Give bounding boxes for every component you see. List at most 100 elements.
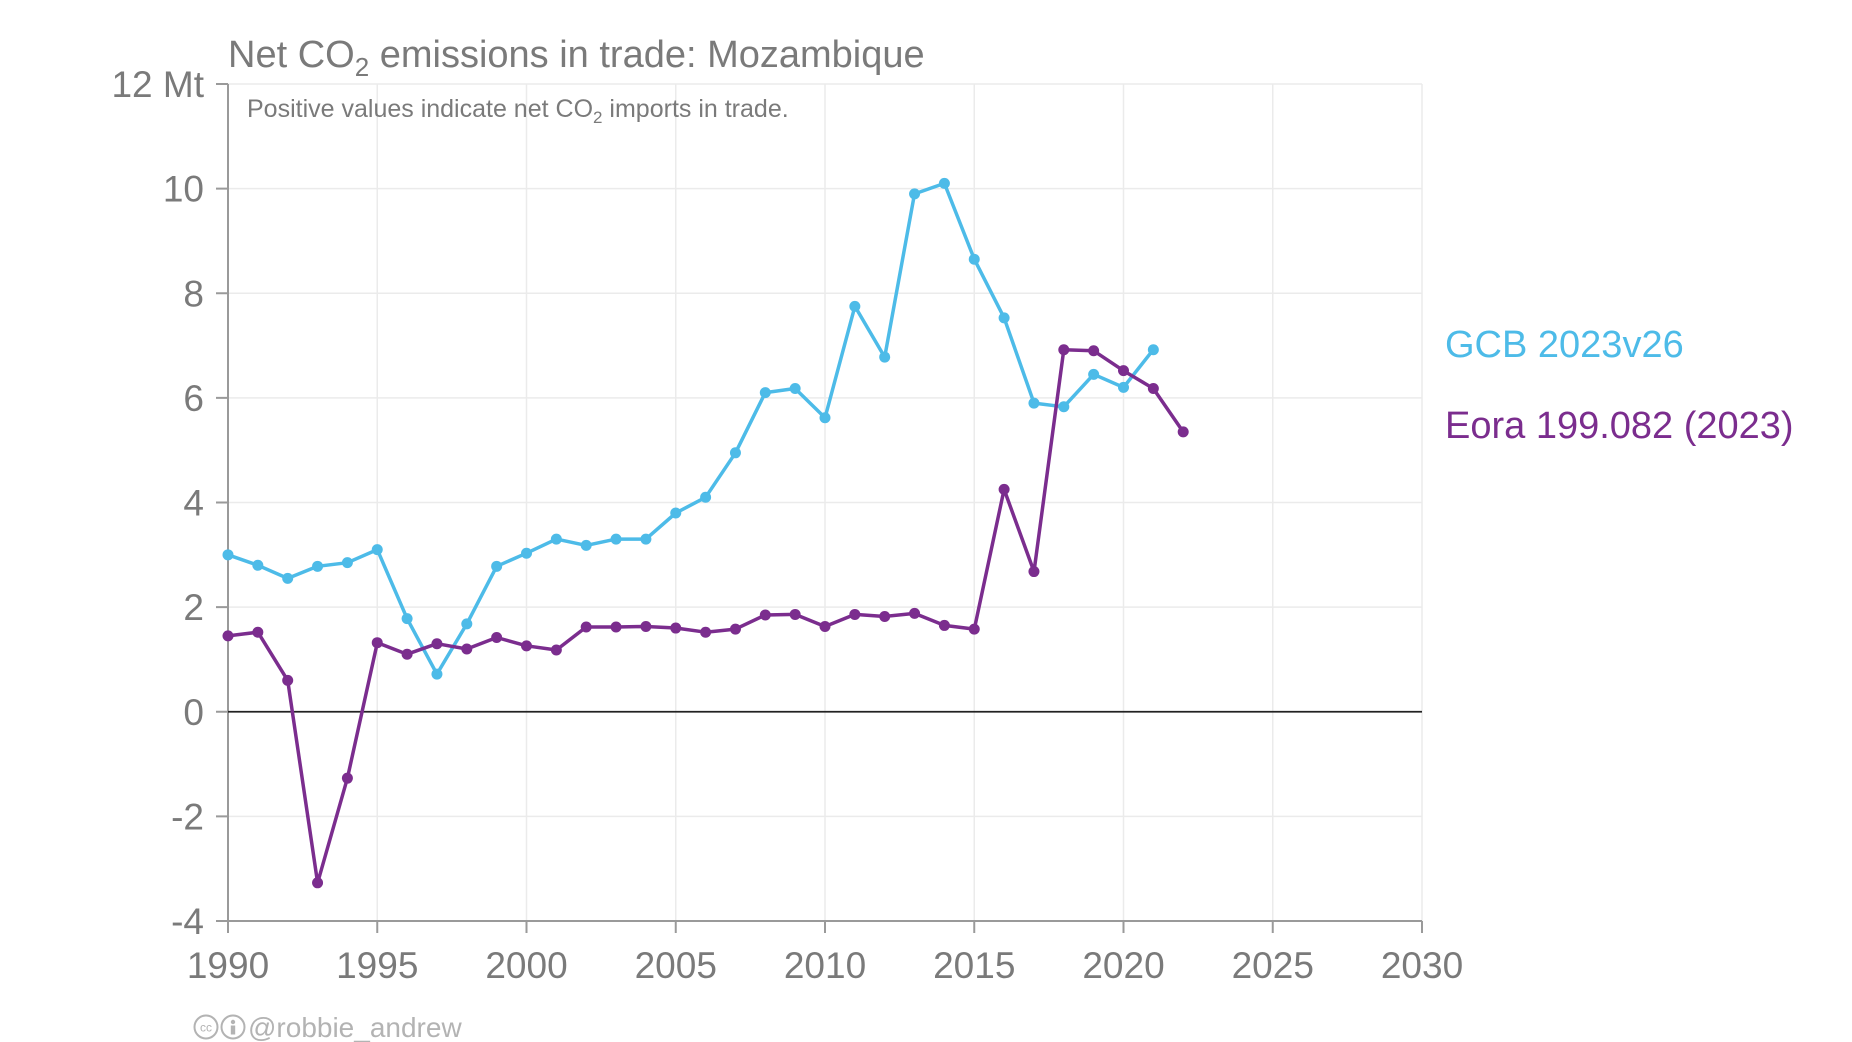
data-point-series-1	[1177, 426, 1189, 438]
data-point-series-0	[998, 312, 1010, 324]
x-tick-label: 2005	[635, 945, 717, 986]
y-tick-label: -2	[171, 796, 204, 837]
data-point-series-1	[819, 620, 831, 632]
data-point-series-1	[521, 640, 532, 652]
x-tick-label: 2015	[933, 945, 1015, 986]
data-point-series-1	[1058, 344, 1070, 356]
series-line-0	[226, 181, 1156, 676]
data-point-series-0	[1118, 381, 1129, 393]
chart-subtitle-rest: imports in trade.	[602, 95, 788, 123]
legend-entry-0: GCB 2023v26	[1445, 324, 1684, 366]
data-point-series-0	[759, 387, 771, 399]
data-point-series-1	[909, 607, 921, 619]
y-tick-label: 8	[183, 273, 204, 314]
data-point-series-1	[759, 609, 771, 621]
data-point-series-0	[729, 447, 741, 459]
axis-layer: -4 -2 0 2 4 6 8 10 12 Mt 1990 1995 2000 2005 2010 2015…	[111, 64, 1463, 986]
data-point-series-0	[789, 382, 801, 394]
x-tick-label: 2025	[1232, 945, 1314, 986]
data-point-series-0	[610, 533, 622, 545]
x-tick-label: 2010	[784, 945, 866, 986]
data-point-series-1	[1118, 365, 1129, 377]
data-point-series-1	[729, 623, 741, 635]
data-point-series-1	[879, 611, 891, 623]
data-point-series-0	[968, 253, 980, 265]
chart-subtitle-subscript: 2	[593, 108, 602, 127]
data-point-series-0	[879, 351, 891, 363]
data-point-series-0	[640, 533, 652, 545]
data-point-series-0	[312, 560, 324, 572]
grid-layer	[228, 83, 1423, 922]
data-point-series-0	[252, 559, 264, 571]
data-point-series-0	[371, 544, 383, 556]
data-point-series-0	[1147, 344, 1159, 356]
data-point-series-1	[580, 621, 592, 633]
data-point-series-1	[312, 877, 324, 889]
data-point-series-0	[819, 412, 831, 424]
series-layer	[222, 177, 1189, 889]
data-point-series-1	[282, 674, 294, 686]
data-point-series-0	[1058, 401, 1070, 413]
x-tick-label: 1990	[187, 945, 269, 986]
y-tick-label: 12 Mt	[111, 64, 204, 105]
data-point-series-1	[789, 608, 801, 620]
data-point-series-1	[1028, 566, 1040, 578]
data-point-series-1	[998, 483, 1010, 495]
legend-entry-1: Eora 199.082 (2023)	[1445, 405, 1794, 447]
data-point-series-1	[1147, 382, 1159, 394]
data-point-series-1	[849, 608, 861, 620]
data-point-series-1	[550, 644, 562, 656]
x-tick-label: 2030	[1381, 945, 1463, 986]
creative-commons-icon: cc	[193, 1014, 219, 1040]
y-tick-label: 10	[163, 169, 204, 210]
data-point-series-0	[222, 549, 234, 561]
data-point-series-0	[491, 560, 503, 572]
data-point-series-1	[968, 623, 980, 635]
data-point-series-1	[252, 626, 264, 638]
data-point-series-1	[401, 648, 413, 660]
data-point-series-0	[849, 300, 861, 312]
chart-title: Net CO2 emissions in trade: Mozambique	[228, 34, 925, 82]
credit-handle: @robbie_andrew	[248, 1012, 462, 1042]
data-point-series-0	[700, 491, 712, 503]
data-point-series-0	[909, 188, 921, 200]
data-point-series-1	[938, 619, 950, 631]
y-tick-label: -4	[171, 901, 204, 942]
data-point-series-0	[938, 177, 950, 189]
x-tick-label: 2020	[1082, 945, 1164, 986]
data-point-series-1	[491, 631, 503, 643]
data-point-series-0	[580, 539, 592, 551]
series-line-1	[226, 347, 1185, 885]
legend: GCB 2023v26 Eora 199.082 (2023)	[1445, 324, 1794, 447]
data-point-series-1	[431, 638, 443, 650]
y-tick-label: 0	[183, 692, 204, 733]
data-point-series-0	[550, 533, 562, 545]
chart-title-subscript: 2	[355, 52, 369, 82]
data-point-series-1	[700, 626, 712, 638]
y-tick-label: 4	[183, 483, 204, 524]
data-point-series-1	[640, 620, 652, 632]
data-point-series-1	[461, 643, 473, 655]
chart-title-main: Net CO	[228, 34, 355, 76]
data-point-series-0	[282, 572, 294, 584]
data-point-series-1	[341, 772, 353, 784]
chart-subtitle-main: Positive values indicate net CO	[247, 95, 593, 123]
data-point-series-0	[1028, 397, 1040, 409]
data-point-series-1	[222, 630, 234, 642]
data-point-series-0	[670, 507, 682, 519]
credit: cc @robbie_andrew	[193, 1012, 462, 1042]
chart-title-rest: emissions in trade: Mozambique	[369, 34, 924, 76]
data-point-series-0	[521, 547, 532, 559]
data-point-series-0	[401, 613, 413, 625]
chart-subtitle: Positive values indicate net CO2 imports…	[247, 95, 789, 127]
data-point-series-0	[1088, 368, 1100, 380]
svg-text:cc: cc	[200, 1021, 212, 1035]
x-tick-label: 1995	[336, 945, 418, 986]
attribution-icon	[220, 1014, 246, 1040]
y-tick-label: 2	[183, 587, 204, 628]
data-point-series-0	[341, 557, 353, 569]
data-point-series-1	[371, 637, 383, 649]
data-point-series-0	[431, 668, 443, 680]
